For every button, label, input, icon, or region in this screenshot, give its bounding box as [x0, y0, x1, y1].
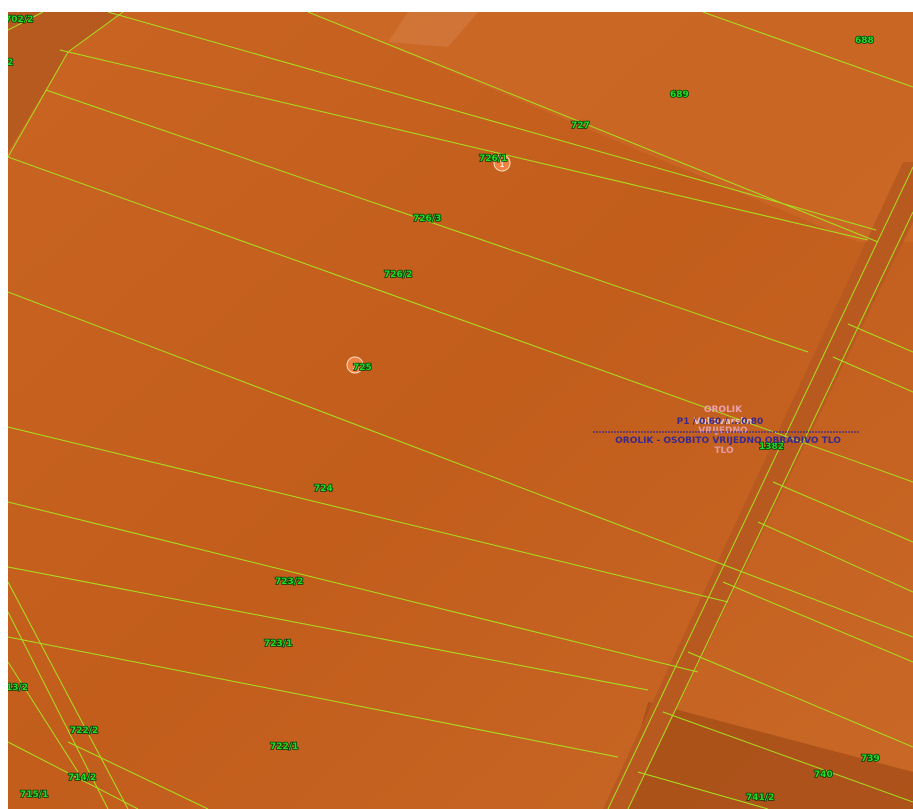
parcel-boundaries [8, 12, 913, 809]
boundary-line [662, 711, 913, 803]
parcel-label[interactable]: 688 [854, 35, 874, 47]
marker-glyph: 1 [499, 160, 505, 170]
marker-circle-icon [493, 154, 511, 172]
parcel-label[interactable]: 725 [352, 362, 372, 374]
boundary-line [702, 12, 913, 88]
boundary-line [772, 481, 913, 543]
marker-725[interactable]: 1 [346, 356, 364, 374]
zone-name-top: OROLIK [704, 405, 743, 415]
boundary-line [67, 741, 209, 809]
parcel-label[interactable]: 722/2 [69, 725, 99, 737]
zone-name-big: Vukovarsko [694, 417, 753, 427]
boundary-line [722, 581, 913, 663]
map-viewport[interactable]: 1 1 702/2 2 688 689 727 726/1 726/3 726/… [8, 12, 913, 809]
boundary-line [627, 211, 913, 809]
field-patch-light [388, 12, 478, 47]
parcel-label[interactable]: 723/2 [274, 576, 304, 588]
boundary-line [847, 323, 913, 353]
boundary-line [8, 501, 699, 673]
parcel-label[interactable]: 13/2 [8, 682, 29, 694]
zone-sub-1: VRIJEDNO [698, 426, 748, 436]
boundary-line [8, 611, 109, 809]
boundary-line [8, 156, 913, 483]
boundary-line [832, 356, 913, 393]
zone-sub-2: TLO [714, 446, 734, 456]
parcel-label[interactable]: 726/1 [478, 153, 508, 165]
parcel-label[interactable]: 715/1 [19, 789, 49, 801]
parcel-label[interactable]: 1382 [758, 441, 785, 453]
boundary-line [59, 49, 869, 241]
parcel-label[interactable]: 741/2 [745, 792, 775, 804]
boundary-line [107, 12, 877, 231]
parcel-label[interactable]: 739 [860, 753, 880, 765]
marker-circle-icon [346, 356, 364, 374]
road-strip-left [8, 12, 123, 152]
boundary-line [757, 521, 913, 593]
boundary-line [8, 581, 129, 809]
marker-glyph: 1 [352, 362, 358, 372]
parcel-label[interactable]: 702/2 [8, 14, 34, 26]
parcel-labels: 702/2 2 688 689 727 726/1 726/3 726/2 72… [8, 14, 881, 804]
parcel-label[interactable]: 2 [8, 57, 14, 69]
field-patch-dark [618, 702, 913, 809]
boundary-line [8, 741, 139, 809]
boundary-line [8, 12, 44, 31]
boundary-line [607, 166, 913, 809]
zone-designation: OROLIK - OSOBITO VRIJEDNO OBRADIVO TLO [615, 436, 841, 446]
boundary-line [8, 51, 69, 158]
zone-code-line: P1 / 0.60 / ...0.80 [677, 417, 764, 427]
boundary-line [8, 291, 913, 638]
parcel-label[interactable]: 724 [313, 483, 333, 495]
map-canvas[interactable]: 1 1 702/2 2 688 689 727 726/1 726/3 726/… [8, 12, 913, 809]
boundary-line [67, 12, 124, 53]
marker-726-1[interactable]: 1 [493, 154, 511, 172]
boundary-line [8, 426, 729, 603]
boundary-line [8, 661, 79, 773]
boundary-line [8, 566, 649, 691]
field-patch [308, 12, 913, 242]
parcel-label[interactable]: 722/1 [269, 741, 299, 753]
road-strip-right [603, 162, 913, 809]
parcel-label[interactable]: 726/2 [383, 269, 413, 281]
boundary-line [637, 771, 769, 809]
parcel-label[interactable]: 740 [813, 769, 833, 781]
boundary-line [307, 12, 879, 243]
parcel-label[interactable]: 727 [570, 120, 590, 132]
boundary-line [8, 636, 619, 758]
parcel-label[interactable]: 689 [669, 89, 689, 101]
boundary-line [687, 651, 913, 748]
zone-annotation[interactable]: OROLIK Vukovarsko P1 / 0.60 / ...0.80 VR… [593, 405, 860, 456]
parcel-label[interactable]: 726/3 [412, 213, 442, 225]
parcel-label[interactable]: 714/2 [67, 772, 97, 784]
boundary-line [45, 89, 809, 353]
parcel-label[interactable]: 723/1 [263, 638, 293, 650]
